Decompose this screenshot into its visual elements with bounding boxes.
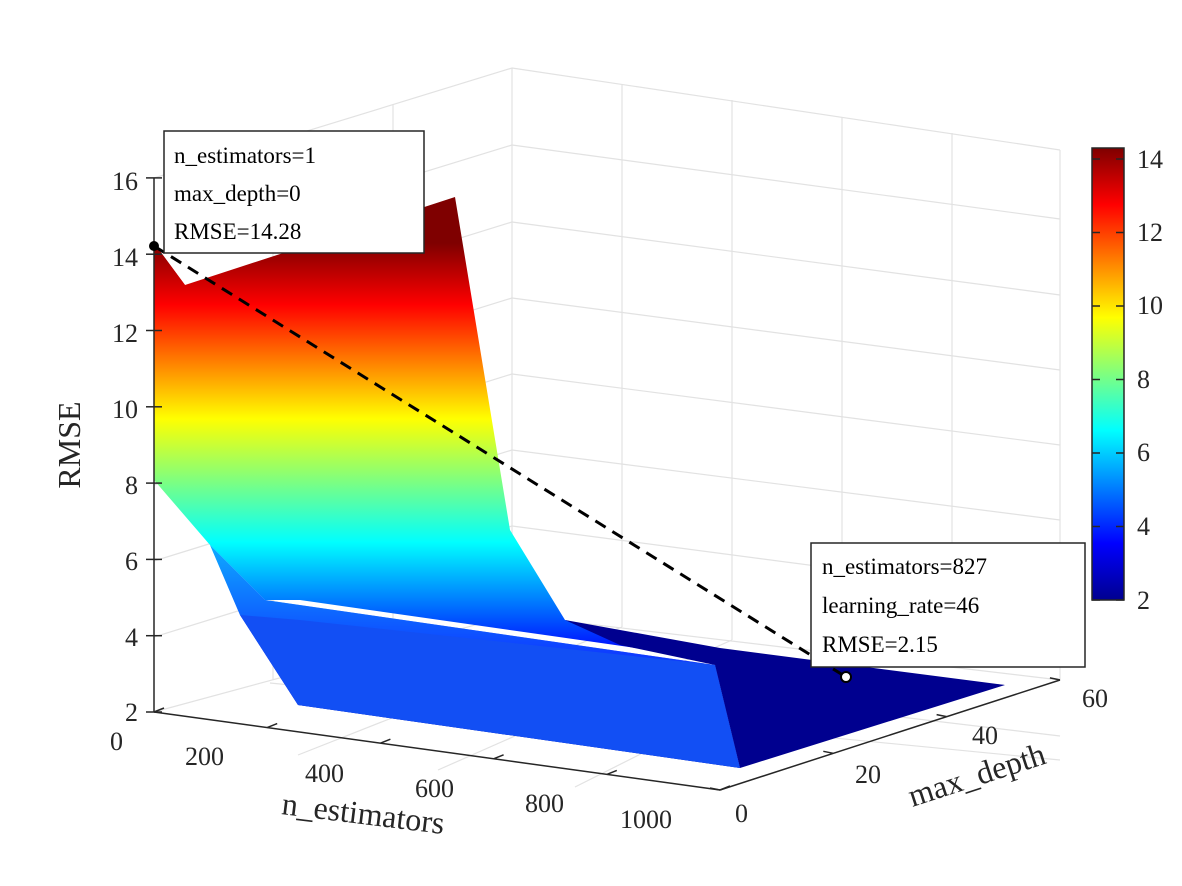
- x-tick-mark: [380, 738, 391, 744]
- x-tick-marks: [153, 707, 731, 791]
- datatip-min-line-1: n_estimators=827: [822, 554, 987, 579]
- x-tick-mark: [719, 785, 731, 791]
- max-point-marker[interactable]: [149, 241, 159, 251]
- y-tick-label: 40: [972, 721, 998, 750]
- colorbar-tick-label: 12: [1137, 218, 1163, 247]
- x-tick-mark: [606, 769, 618, 776]
- x-tick-mark: [493, 754, 504, 760]
- z-tick-label: 14: [112, 243, 138, 272]
- datatip-min-line-3: RMSE=2.15: [822, 632, 938, 657]
- colorbar-tick-label: 6: [1137, 438, 1150, 467]
- colorbar-gradient: [1091, 147, 1125, 601]
- colorbar-tick-label: 2: [1137, 586, 1150, 615]
- min-point-marker[interactable]: [840, 671, 852, 683]
- surface-fold: [210, 545, 740, 768]
- datatip-max-line-2: max_depth=0: [174, 181, 301, 206]
- connecting-line: [153, 244, 847, 679]
- datatip-min[interactable]: n_estimators=827 learning_rate=46 RMSE=2…: [810, 542, 1086, 668]
- z-tick-label: 2: [125, 698, 138, 727]
- colorbar-tick-label: 10: [1137, 291, 1163, 320]
- surface-floor: [565, 620, 1005, 768]
- x-tick-label: 800: [525, 789, 564, 818]
- z-tick-marks: [146, 177, 162, 713]
- y-tick-labels: 0 20 40 60: [735, 684, 1108, 828]
- z-axis-label: RMSE: [51, 401, 87, 488]
- x-tick-label: 1000: [620, 805, 672, 834]
- front-axes: [153, 178, 1061, 791]
- x-tick-label: 600: [415, 774, 454, 803]
- colorbar-tick-label: 4: [1137, 512, 1150, 541]
- x-tick-label-zero: 0: [110, 727, 123, 756]
- colorbar: 2 4 6 8 10 12 14: [1091, 145, 1163, 615]
- y-tick-marks: [709, 677, 1061, 791]
- x-tick-mark: [153, 707, 165, 713]
- y-tick-label: 0: [735, 799, 748, 828]
- z-tick-label: 4: [125, 623, 138, 652]
- z-tick-label: 12: [112, 319, 138, 348]
- colorbar-tick-label: 14: [1137, 145, 1163, 174]
- datatip-max-line-1: n_estimators=1: [174, 143, 316, 168]
- x-tick-label: 400: [305, 759, 344, 788]
- y-tick-mark: [1049, 677, 1061, 681]
- datatip-min-line-2: learning_rate=46: [822, 593, 979, 618]
- y-tick-mark: [823, 750, 834, 755]
- z-tick-label: 6: [125, 547, 138, 576]
- y-tick-mark: [936, 713, 947, 718]
- y-tick-label: 20: [855, 760, 881, 789]
- surface-back-face: [154, 197, 1005, 685]
- x-tick-label: 200: [185, 742, 224, 771]
- z-tick-label: 16: [112, 167, 138, 196]
- y-tick-mark: [709, 787, 721, 791]
- x-tick-labels: 0 200 400 600 800 1000: [110, 727, 672, 834]
- datatip-max[interactable]: n_estimators=1 max_depth=0 RMSE=14.28: [163, 130, 425, 254]
- z-tick-label: 10: [112, 395, 138, 424]
- x-tick-mark: [266, 722, 278, 729]
- datatip-max-line-3: RMSE=14.28: [174, 219, 301, 244]
- z-tick-labels: 2 4 6 8 10 12 14 16: [112, 167, 138, 727]
- surface: [154, 197, 1005, 768]
- z-tick-label: 8: [125, 471, 138, 500]
- y-tick-label: 60: [1082, 684, 1108, 713]
- colorbar-tick-label: 8: [1137, 365, 1150, 394]
